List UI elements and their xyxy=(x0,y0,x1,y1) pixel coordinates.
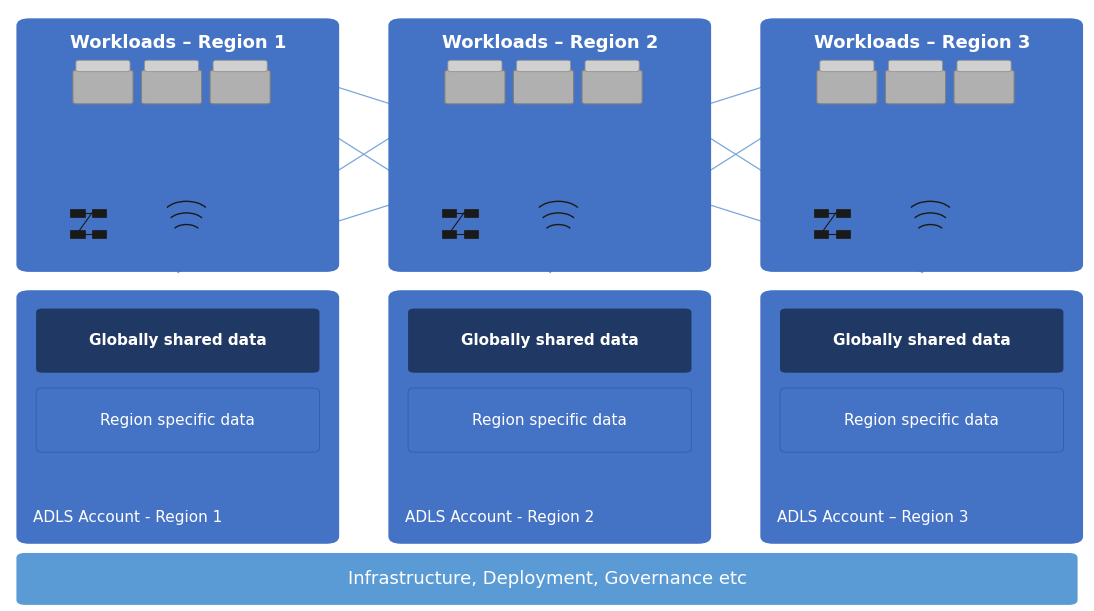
FancyBboxPatch shape xyxy=(819,60,874,71)
FancyBboxPatch shape xyxy=(445,70,505,104)
FancyBboxPatch shape xyxy=(780,388,1063,452)
Bar xyxy=(70,230,84,238)
FancyBboxPatch shape xyxy=(408,388,691,452)
FancyBboxPatch shape xyxy=(16,553,1078,605)
FancyBboxPatch shape xyxy=(447,60,502,71)
Text: Globally shared data: Globally shared data xyxy=(461,333,639,348)
FancyBboxPatch shape xyxy=(760,18,1083,272)
Text: Region specific data: Region specific data xyxy=(845,412,999,428)
FancyBboxPatch shape xyxy=(954,70,1014,104)
FancyBboxPatch shape xyxy=(888,60,943,71)
FancyBboxPatch shape xyxy=(36,309,319,373)
Text: Workloads – Region 3: Workloads – Region 3 xyxy=(814,34,1029,51)
Text: Workloads – Region 2: Workloads – Region 2 xyxy=(442,34,657,51)
Text: Region specific data: Region specific data xyxy=(101,412,255,428)
Bar xyxy=(70,209,84,217)
Bar xyxy=(464,230,478,238)
FancyBboxPatch shape xyxy=(75,60,130,71)
FancyBboxPatch shape xyxy=(957,60,1011,71)
Text: Workloads – Region 1: Workloads – Region 1 xyxy=(70,34,286,51)
FancyBboxPatch shape xyxy=(141,70,201,104)
Text: Globally shared data: Globally shared data xyxy=(89,333,267,348)
FancyBboxPatch shape xyxy=(885,70,945,104)
Bar xyxy=(92,230,106,238)
Bar xyxy=(442,209,456,217)
Bar xyxy=(464,209,478,217)
FancyBboxPatch shape xyxy=(213,60,267,71)
FancyBboxPatch shape xyxy=(16,18,339,272)
FancyBboxPatch shape xyxy=(780,309,1063,373)
FancyBboxPatch shape xyxy=(388,18,711,272)
FancyBboxPatch shape xyxy=(817,70,877,104)
Bar xyxy=(814,209,828,217)
FancyBboxPatch shape xyxy=(585,60,639,71)
FancyBboxPatch shape xyxy=(36,388,319,452)
FancyBboxPatch shape xyxy=(582,70,642,104)
FancyBboxPatch shape xyxy=(388,290,711,544)
Bar xyxy=(836,209,850,217)
FancyBboxPatch shape xyxy=(16,290,339,544)
Bar xyxy=(814,230,828,238)
Bar xyxy=(836,230,850,238)
Text: Globally shared data: Globally shared data xyxy=(833,333,1011,348)
Text: Region specific data: Region specific data xyxy=(473,412,627,428)
FancyBboxPatch shape xyxy=(210,70,270,104)
Bar xyxy=(442,230,456,238)
Text: ADLS Account – Region 3: ADLS Account – Region 3 xyxy=(777,510,968,525)
Text: ADLS Account - Region 1: ADLS Account - Region 1 xyxy=(33,510,222,525)
FancyBboxPatch shape xyxy=(760,290,1083,544)
Text: ADLS Account - Region 2: ADLS Account - Region 2 xyxy=(405,510,594,525)
FancyBboxPatch shape xyxy=(513,70,573,104)
FancyBboxPatch shape xyxy=(516,60,571,71)
FancyBboxPatch shape xyxy=(408,309,691,373)
Bar xyxy=(92,209,106,217)
FancyBboxPatch shape xyxy=(73,70,133,104)
FancyBboxPatch shape xyxy=(144,60,199,71)
Text: Infrastructure, Deployment, Governance etc: Infrastructure, Deployment, Governance e… xyxy=(348,570,746,588)
